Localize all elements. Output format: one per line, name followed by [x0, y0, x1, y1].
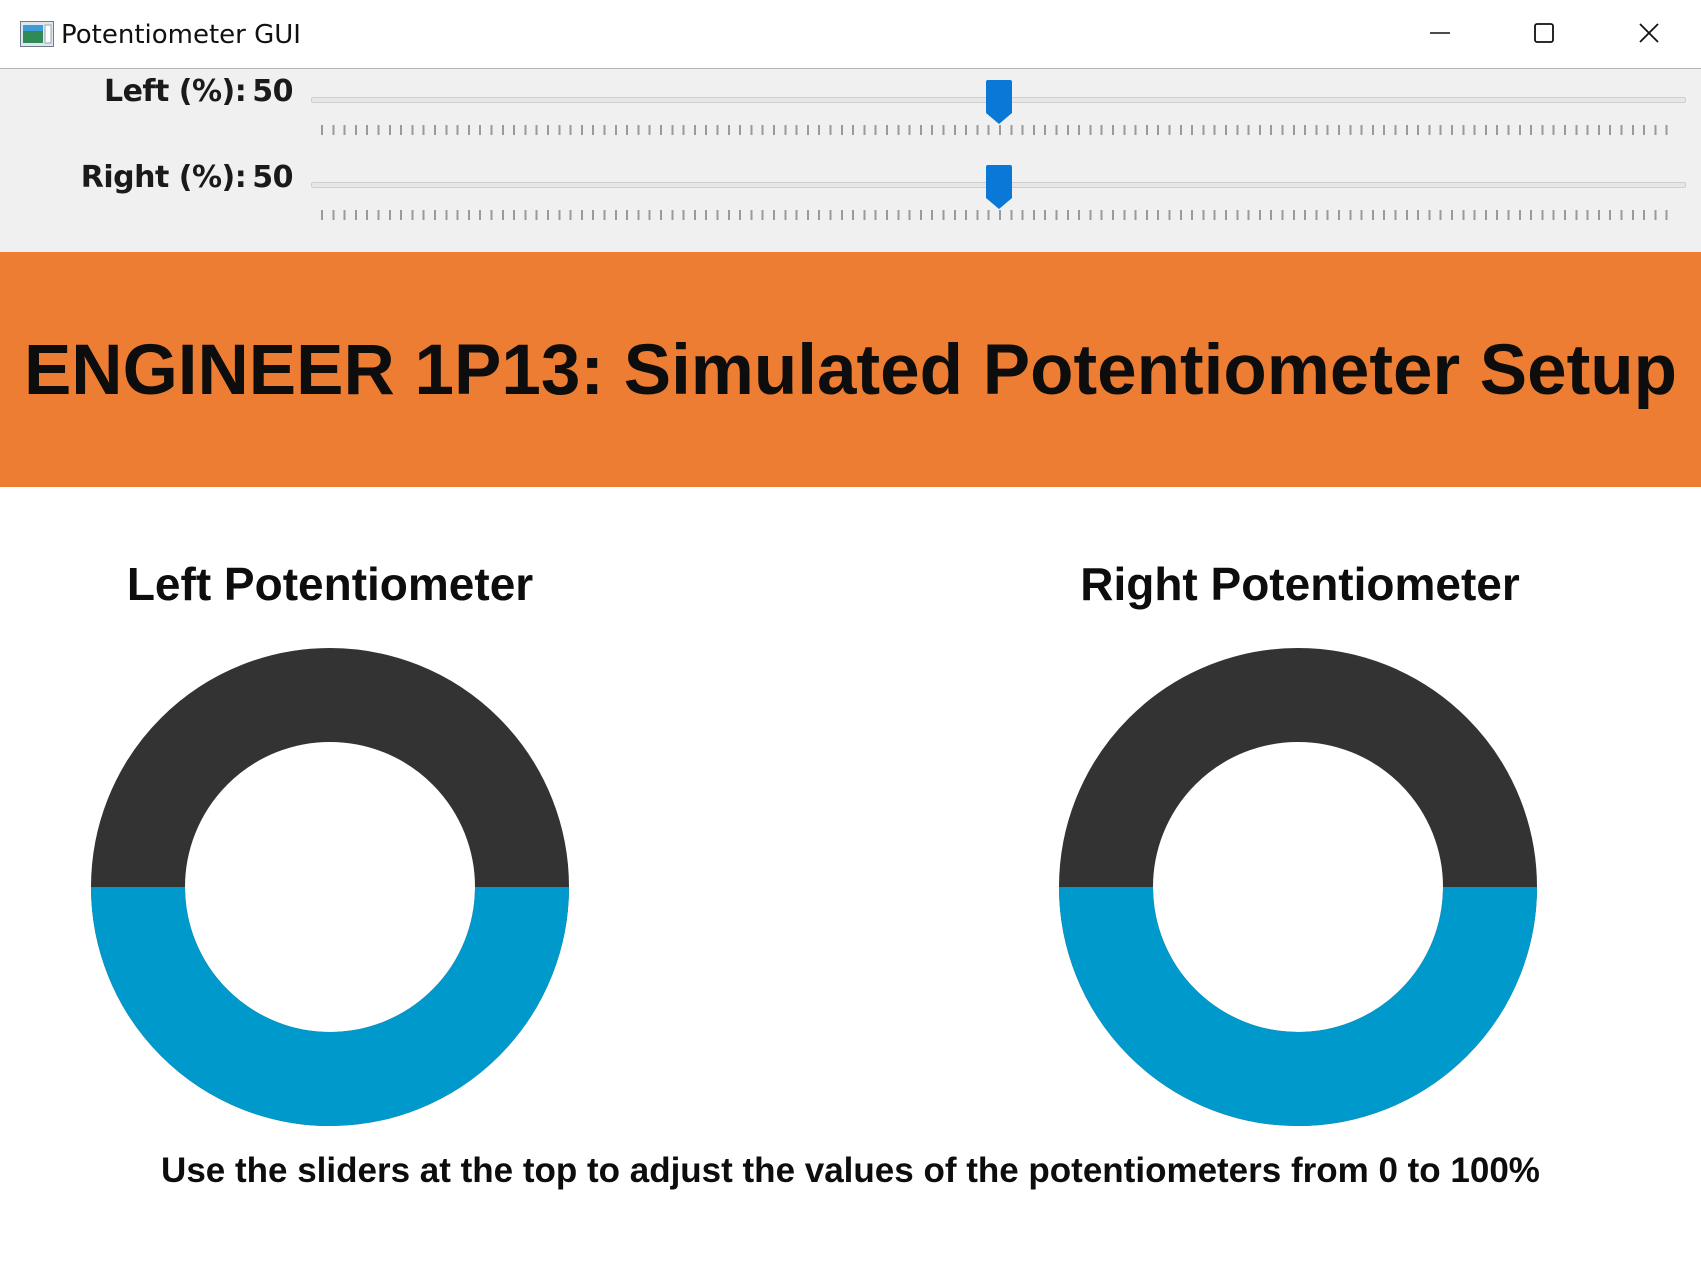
header-banner: ENGINEER 1P13: Simulated Potentiometer S… [0, 252, 1701, 487]
right-slider-label-text: Right (%): [80, 160, 247, 195]
title-bar[interactable]: Potentiometer GUI [0, 0, 1701, 69]
left-slider-label: Left (%): 50 [103, 74, 294, 110]
right-potentiometer-gauge [1059, 648, 1537, 1126]
close-button[interactable] [1597, 0, 1701, 66]
left-slider-thumb[interactable] [985, 79, 1013, 125]
maximize-icon [1534, 23, 1554, 43]
minimize-button[interactable] [1388, 0, 1492, 66]
close-icon [1639, 23, 1659, 43]
left-potentiometer-title: Left Potentiometer [126, 558, 534, 610]
app-window-icon [20, 21, 54, 47]
left-slider-value: 50 [252, 74, 293, 109]
instructions-text: Use the sliders at the top to adjust the… [161, 1151, 1540, 1190]
gauge-area: Left Potentiometer Right Potentiometer U… [0, 487, 1701, 1269]
banner-title: ENGINEER 1P13: Simulated Potentiometer S… [23, 331, 1678, 410]
right-slider-thumb[interactable] [985, 164, 1013, 210]
right-slider-value: 50 [252, 160, 293, 195]
minimize-icon [1430, 32, 1450, 34]
maximize-button[interactable] [1492, 0, 1596, 66]
left-potentiometer-gauge [91, 648, 569, 1126]
right-slider-label: Right (%): 50 [80, 160, 294, 196]
right-gauge-fill [1059, 886, 1537, 1126]
left-slider-ticks [321, 125, 1676, 135]
window-title: Potentiometer GUI [61, 20, 301, 50]
left-slider-label-text: Left (%): [103, 74, 247, 109]
right-slider-ticks [321, 210, 1676, 220]
left-gauge-fill [91, 886, 569, 1126]
left-slider[interactable] [311, 79, 1686, 139]
right-potentiometer-title: Right Potentiometer [1080, 558, 1520, 610]
slider-panel: Left (%): 50 Right (%): 50 [0, 69, 1701, 252]
right-slider[interactable] [311, 164, 1686, 224]
